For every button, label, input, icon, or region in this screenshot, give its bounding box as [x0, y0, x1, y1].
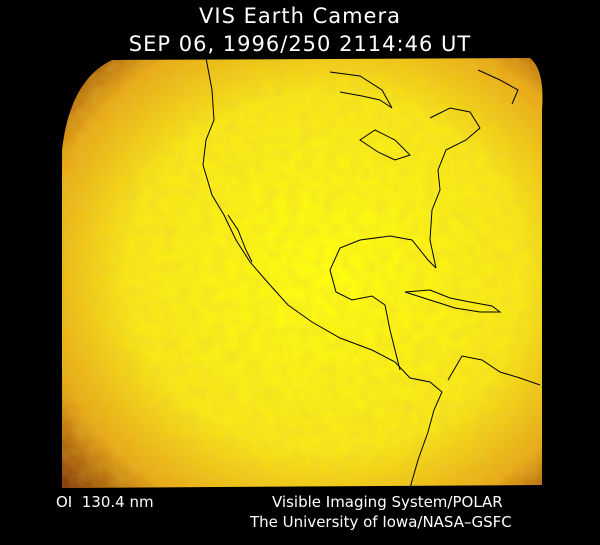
coastlines	[202, 57, 541, 489]
title: VIS Earth Camera	[199, 4, 401, 28]
credit-line: The University of Iowa/NASA–GSFC	[250, 513, 512, 531]
timestamp: SEP 06, 1996/250 2114:46 UT	[128, 32, 472, 56]
credit-line: Visible Imaging System/POLAR	[272, 493, 503, 511]
filter-label: OI 130.4 nm	[56, 493, 154, 511]
texture	[62, 58, 543, 488]
